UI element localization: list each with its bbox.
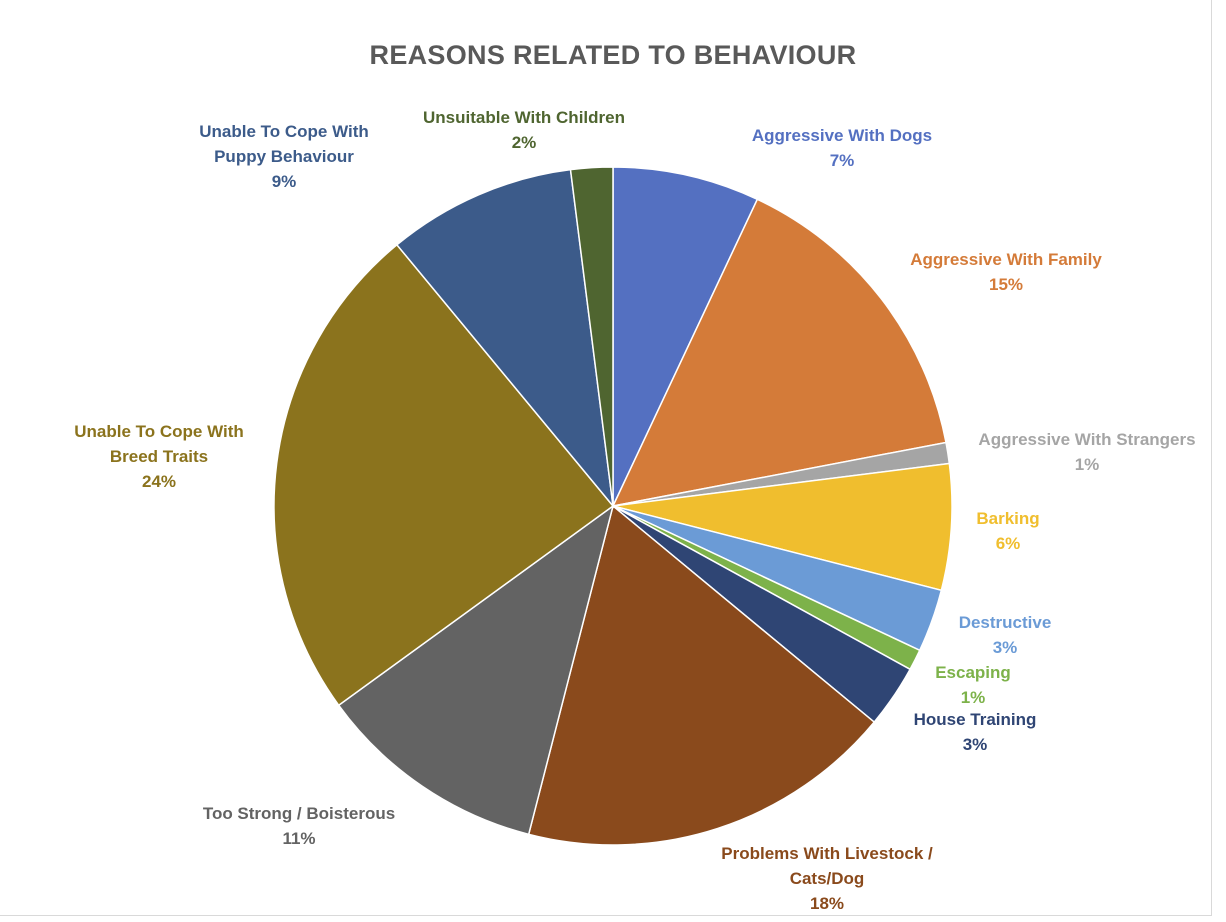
pie-slice-problems-with-livestock-cats-dog <box>527 504 876 846</box>
data-label-name-line: Unable To Cope With <box>74 422 244 441</box>
data-label-name-line: Cats/Dog <box>789 869 865 888</box>
data-label-percent: 24% <box>141 472 177 491</box>
data-label-destructive: Destructive 3% <box>959 610 1052 660</box>
data-label-name-line: Puppy Behaviour <box>214 147 354 166</box>
data-label-name-line: Escaping <box>935 663 1011 682</box>
data-label-percent: 6% <box>995 534 1021 553</box>
data-label-name-line: Breed Traits <box>109 447 209 466</box>
data-label-house-training: House Training 3% <box>914 707 1037 757</box>
pie-slice-too-strong-boisterous <box>337 504 615 836</box>
pie-slice-unsuitable-with-children <box>569 166 614 507</box>
data-label-name-line: Destructive <box>958 613 1052 632</box>
data-label-name-line: Unable To Cope With <box>199 122 369 141</box>
data-label-barking: Barking 6% <box>976 506 1039 556</box>
data-label-aggressive-with-dogs: Aggressive With Dogs 7% <box>752 123 932 173</box>
data-label-unable-to-cope-with-puppy-behaviour: Unable To Cope With Puppy Behaviour 9% <box>199 119 369 194</box>
chart-title: REASONS RELATED TO BEHAVIOUR <box>369 40 857 70</box>
data-label-name-line: Barking <box>976 509 1040 528</box>
pie-slice-unable-to-cope-with-puppy-behaviour <box>395 168 615 509</box>
data-label-problems-with-livestock-cats-dog: Problems With Livestock / Cats/Dog 18% <box>721 841 932 916</box>
pie-slice-aggressive-with-family <box>611 198 947 508</box>
data-label-percent: 9% <box>271 172 297 191</box>
data-label-percent: 15% <box>988 275 1024 294</box>
data-label-percent: 2% <box>511 133 537 152</box>
data-label-too-strong-boisterous: Too Strong / Boisterous 11% <box>203 801 395 851</box>
data-label-name-line: Problems With Livestock / <box>721 844 933 863</box>
data-label-aggressive-with-strangers: Aggressive With Strangers 1% <box>978 427 1195 477</box>
data-label-percent: 3% <box>962 735 988 754</box>
data-label-name-line: House Training <box>913 710 1037 729</box>
data-label-percent: 1% <box>960 688 986 707</box>
data-label-percent: 1% <box>1074 455 1100 474</box>
data-label-percent: 11% <box>282 829 316 848</box>
data-label-name-line: Aggressive With Family <box>910 250 1102 269</box>
data-label-percent: 3% <box>992 638 1018 657</box>
data-label-name-line: Unsuitable With Children <box>423 108 625 127</box>
data-label-unable-to-cope-with-breed-traits: Unable To Cope With Breed Traits 24% <box>74 419 244 494</box>
data-label-name-line: Aggressive With Dogs <box>751 126 933 145</box>
pie-slice-unable-to-cope-with-breed-traits <box>273 243 615 707</box>
data-label-percent: 18% <box>809 894 845 913</box>
pie-slice-aggressive-with-dogs <box>612 166 759 507</box>
pie-slice-barking <box>612 462 953 592</box>
data-label-unsuitable-with-children: Unsuitable With Children 2% <box>423 105 625 155</box>
data-label-percent: 7% <box>829 151 855 170</box>
data-label-aggressive-with-family: Aggressive With Family 15% <box>910 247 1102 297</box>
data-label-name-line: Aggressive With Strangers <box>978 430 1196 449</box>
data-label-name-line: Too Strong / Boisterous <box>202 804 396 823</box>
data-label-escaping: Escaping 1% <box>935 660 1011 710</box>
